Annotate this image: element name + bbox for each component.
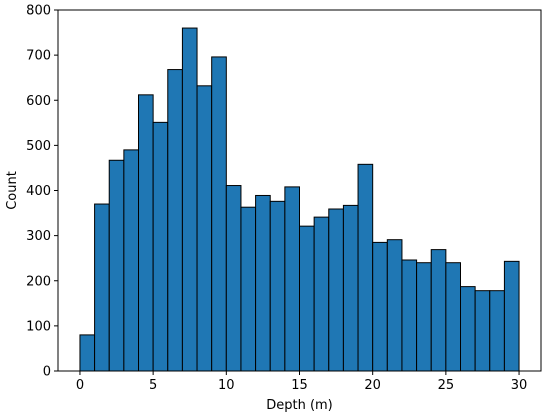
x-tick-label: 25	[438, 378, 455, 393]
x-tick-label: 15	[291, 378, 308, 393]
histogram-bar	[445, 262, 462, 372]
histogram-bar	[474, 290, 491, 372]
histogram-bar	[299, 225, 315, 372]
histogram-bar	[181, 27, 198, 372]
histogram-bar	[460, 286, 476, 372]
histogram-bar	[108, 159, 125, 372]
histogram-bar	[313, 216, 330, 372]
x-tick-label: 5	[149, 378, 157, 393]
histogram-bar	[167, 69, 183, 372]
y-tick-label: 400	[26, 184, 51, 199]
histogram-bar	[401, 259, 418, 372]
histogram-bar	[269, 200, 286, 372]
histogram-bar	[225, 185, 242, 372]
y-tick-label: 800	[26, 4, 51, 19]
y-tick-label: 500	[26, 139, 51, 154]
x-tick-label: 10	[218, 378, 235, 393]
y-axis: 0 100 200 300 400 500 600 700 800	[26, 4, 58, 380]
histogram-bar	[138, 94, 154, 372]
histogram-bar	[123, 149, 140, 372]
histogram-bar	[357, 163, 374, 372]
y-tick-label: 0	[43, 365, 51, 380]
x-tick-label: 0	[76, 378, 84, 393]
histogram-bar	[328, 208, 344, 372]
x-tick-label: 20	[364, 378, 381, 393]
histogram-bar	[79, 334, 96, 372]
histogram-bar	[489, 290, 505, 372]
y-tick-label: 300	[26, 229, 51, 244]
bars-group	[79, 27, 520, 372]
histogram-bar	[386, 239, 403, 372]
y-tick-label: 200	[26, 274, 51, 289]
x-axis: 0 5 10 15 20 25 30	[76, 371, 528, 393]
histogram-bar	[94, 203, 110, 372]
histogram-bar	[240, 206, 257, 372]
histogram-bar	[503, 260, 520, 372]
histogram-bar	[416, 262, 432, 372]
y-axis-label: Count	[5, 171, 20, 210]
x-axis-label: Depth (m)	[266, 398, 333, 413]
histogram-bar	[196, 85, 213, 372]
y-tick-label: 700	[26, 49, 51, 64]
x-tick-label: 30	[511, 378, 528, 393]
y-tick-label: 600	[26, 94, 51, 109]
histogram-bar	[284, 186, 301, 372]
y-tick-label: 100	[26, 319, 51, 334]
histogram-bar	[342, 204, 359, 372]
histogram-bar	[430, 249, 447, 372]
histogram-bar	[255, 194, 271, 372]
histogram-bar	[372, 241, 388, 372]
histogram-bar	[152, 121, 169, 372]
histogram-bar	[211, 56, 227, 372]
